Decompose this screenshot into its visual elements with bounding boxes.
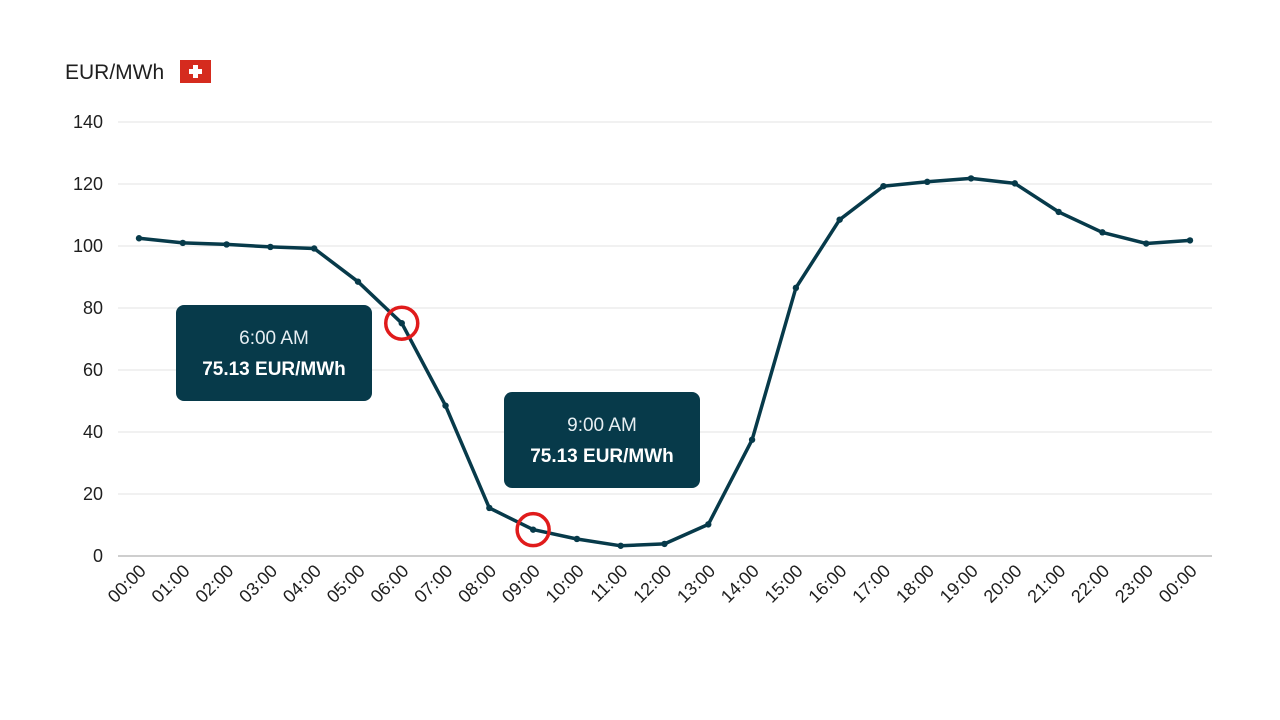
- data-point: [617, 542, 624, 549]
- data-point: [398, 319, 405, 327]
- data-point: [1055, 208, 1062, 216]
- x-tick-label: 03:00: [235, 561, 281, 607]
- x-tick-label: 10:00: [542, 561, 588, 607]
- tooltip: 6:00 AM 75.13 EUR/MWh: [176, 305, 420, 401]
- data-point: [705, 521, 712, 528]
- x-tick-label: 06:00: [367, 561, 413, 607]
- y-tick-label: 0: [93, 546, 103, 566]
- x-tick-label: 09:00: [498, 561, 544, 607]
- data-point: [223, 241, 230, 248]
- data-point: [529, 526, 537, 533]
- y-tick-label: 60: [83, 360, 103, 380]
- data-point: [880, 182, 887, 190]
- y-tick-label: 20: [83, 484, 103, 504]
- x-tick-label: 16:00: [805, 561, 851, 607]
- x-tick-label: 14:00: [717, 561, 763, 607]
- y-tick-label: 140: [73, 112, 103, 132]
- x-tick-label: 15:00: [761, 561, 807, 607]
- data-point: [967, 175, 975, 182]
- x-tick-label: 20:00: [980, 561, 1026, 607]
- tooltip-time: 9:00 AM: [567, 415, 637, 436]
- data-point: [354, 278, 362, 285]
- tooltip-time: 6:00 AM: [239, 328, 309, 349]
- x-tick-label: 00:00: [104, 561, 150, 607]
- data-point: [1143, 240, 1150, 247]
- data-point: [573, 535, 581, 543]
- x-axis-ticks: 00:0001:0002:0003:0004:0005:0006:0007:00…: [104, 561, 1201, 607]
- data-point: [661, 540, 668, 548]
- data-point: [836, 216, 843, 223]
- x-tick-label: 07:00: [410, 561, 456, 607]
- tooltip-value: 75.13 EUR/MWh: [530, 446, 674, 467]
- data-point: [792, 284, 800, 292]
- data-point: [1011, 180, 1019, 187]
- data-points: [135, 175, 1194, 549]
- x-tick-label: 08:00: [454, 561, 500, 607]
- x-tick-label: 18:00: [892, 561, 938, 607]
- data-point: [135, 235, 143, 242]
- x-tick-label: 23:00: [1111, 561, 1157, 607]
- data-point: [310, 245, 318, 252]
- tooltip-value: 75.13 EUR/MWh: [202, 359, 346, 380]
- y-tick-label: 40: [83, 422, 103, 442]
- x-tick-label: 13:00: [673, 561, 719, 607]
- y-tick-label: 120: [73, 174, 103, 194]
- x-tick-label: 05:00: [323, 561, 369, 607]
- x-tick-label: 11:00: [586, 561, 631, 606]
- x-tick-label: 22:00: [1067, 561, 1113, 607]
- data-point: [1099, 229, 1106, 236]
- data-point: [442, 402, 449, 409]
- x-tick-label: 04:00: [279, 561, 325, 607]
- swiss-flag-icon: [180, 60, 211, 83]
- x-tick-label: 19:00: [936, 561, 982, 607]
- data-point: [924, 178, 931, 186]
- data-point: [486, 504, 493, 512]
- data-point: [748, 436, 756, 443]
- highlight-ring: [515, 511, 551, 548]
- y-tick-label: 100: [73, 236, 103, 256]
- x-tick-label: 02:00: [191, 561, 237, 607]
- x-tick-label: 01:00: [148, 561, 194, 607]
- x-tick-label: 17:00: [848, 561, 894, 607]
- data-point: [267, 243, 274, 251]
- tooltip-box: [176, 305, 372, 401]
- x-tick-label: 12:00: [629, 561, 675, 607]
- data-point: [1186, 237, 1194, 244]
- y-axis-ticks: 0 20 40 60 80 100 120 140: [73, 112, 103, 566]
- x-tick-label: 00:00: [1155, 561, 1201, 607]
- x-tick-label: 21:00: [1023, 561, 1069, 607]
- tooltip: 9:00 AM 75.13 EUR/MWh: [504, 392, 700, 548]
- y-unit-label: EUR/MWh: [65, 61, 164, 84]
- data-point: [179, 239, 186, 247]
- tooltips: 6:00 AM 75.13 EUR/MWh 9:00 AM 75.13 EUR/MWh: [176, 305, 700, 548]
- y-tick-label: 80: [83, 298, 103, 318]
- tooltip-box: [504, 392, 700, 488]
- highlight-ring: [384, 305, 420, 341]
